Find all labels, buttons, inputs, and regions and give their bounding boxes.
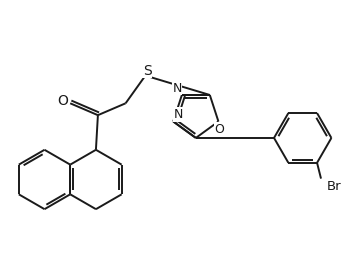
Text: S: S bbox=[143, 64, 152, 78]
Text: O: O bbox=[57, 94, 68, 108]
Text: O: O bbox=[214, 123, 224, 136]
Text: Br: Br bbox=[327, 180, 341, 193]
Text: N: N bbox=[172, 81, 182, 95]
Text: N: N bbox=[174, 108, 183, 121]
